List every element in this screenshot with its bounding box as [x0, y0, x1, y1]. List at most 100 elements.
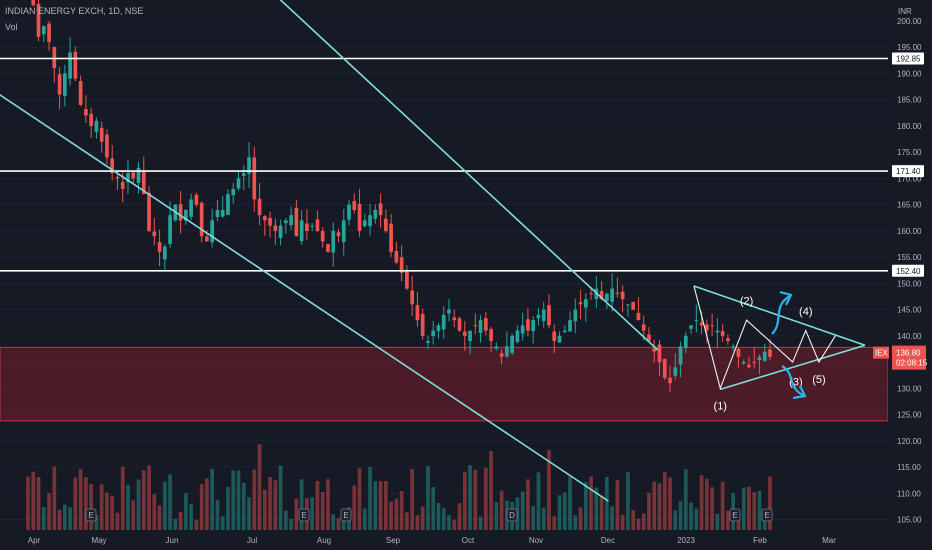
candle: [62, 73, 67, 96]
candle: [110, 158, 115, 174]
symbol-title[interactable]: INDIAN ENERGY EXCH, 1D, NSE: [5, 6, 144, 16]
volume-bar: [362, 508, 367, 530]
candle: [536, 314, 541, 319]
candle: [647, 334, 651, 342]
event-icon[interactable]: E: [298, 508, 310, 522]
volume-bar: [141, 470, 146, 530]
candle: [457, 318, 462, 331]
volume-bar: [483, 467, 488, 530]
trendlines: [0, 0, 866, 502]
volume-bar: [231, 470, 236, 530]
volume-bar: [105, 492, 109, 530]
horizontal-levels: [0, 57, 888, 272]
volume-bar: [178, 511, 183, 530]
volume-bar: [184, 493, 188, 530]
volume-bar: [189, 503, 193, 530]
wave-path: [693, 285, 836, 391]
volume-bar: [210, 468, 215, 530]
volume-bars: [26, 444, 772, 530]
price-tick-label: 155.00: [897, 253, 922, 262]
volume-bar: [447, 514, 451, 530]
volume-bar: [289, 518, 293, 530]
event-icon[interactable]: D: [506, 508, 518, 522]
candle: [289, 215, 293, 226]
candle: [126, 173, 130, 183]
event-icon[interactable]: E: [761, 508, 773, 522]
event-icon-frame: [761, 508, 773, 522]
volume-bar: [599, 495, 604, 530]
event-icon[interactable]: E: [340, 508, 352, 522]
volume-bar: [452, 519, 457, 530]
level-price-tag-text: 152.40: [896, 267, 921, 276]
volume-bar: [373, 481, 378, 530]
volume-bar: [52, 466, 57, 530]
candle: [57, 74, 62, 95]
price-tick-label: 130.00: [897, 384, 922, 393]
candle: [94, 120, 99, 132]
volume-bar: [610, 506, 614, 530]
volume-bar: [557, 495, 562, 530]
level-price-tag: [892, 52, 924, 65]
volume-bar: [536, 472, 541, 530]
time-tick-label: Mar: [822, 536, 836, 545]
volume-bar: [294, 498, 299, 530]
volume-bar: [220, 516, 225, 530]
candle: [520, 325, 525, 334]
candle: [736, 348, 741, 357]
volume-bar: [36, 477, 41, 530]
candle: [657, 344, 662, 363]
candle: [615, 292, 620, 294]
volume-label: Vol: [5, 22, 18, 32]
elliott-wave-drawing: (1)(2)(3)(4)(5): [693, 285, 836, 412]
volume-bar: [194, 519, 199, 530]
volume-bar: [726, 510, 730, 530]
volume-bar: [252, 469, 257, 530]
candle: [673, 367, 678, 376]
candle: [141, 171, 146, 195]
volume-bar: [173, 518, 178, 530]
candle: [220, 209, 225, 217]
volume-bar: [273, 480, 278, 530]
volume-bar: [94, 515, 99, 530]
candle: [389, 223, 393, 252]
up-arrow-head: [779, 290, 793, 306]
volume-bar: [236, 470, 241, 530]
candle: [747, 364, 751, 368]
volume-bar: [157, 505, 162, 530]
event-icon[interactable]: E: [85, 508, 97, 522]
candle: [341, 220, 346, 243]
candle: [73, 51, 78, 79]
candle: [420, 313, 425, 336]
volume-bar: [299, 479, 304, 530]
volume-bar: [41, 507, 46, 530]
candle: [705, 324, 709, 331]
volume-bar: [73, 477, 78, 530]
candle: [68, 52, 72, 79]
volume-bar: [494, 502, 499, 530]
volume-bar: [84, 477, 88, 530]
trendline: [279, 0, 659, 351]
volume-bar: [526, 479, 530, 530]
event-icon[interactable]: E: [729, 508, 741, 522]
volume-bar: [336, 518, 341, 530]
candle: [189, 199, 193, 217]
candle: [505, 346, 509, 357]
candle: [105, 134, 109, 158]
candle: [47, 23, 51, 42]
volume-bar: [136, 479, 141, 530]
volume-bar: [605, 476, 609, 530]
candle: [689, 325, 693, 329]
candle: [268, 217, 272, 226]
candle: [662, 358, 667, 378]
time-axis-bg: [0, 530, 888, 550]
candle: [494, 346, 499, 349]
candle: [583, 299, 588, 308]
candle: [741, 362, 746, 364]
event-icon-frame: [340, 508, 352, 522]
candle: [352, 200, 357, 210]
candle: [510, 335, 514, 353]
candle: [631, 301, 636, 310]
